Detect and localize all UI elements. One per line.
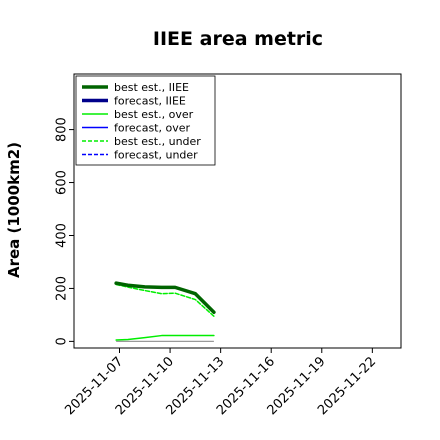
- x-axis: 2025-11-072025-11-102025-11-132025-11-16…: [62, 348, 379, 418]
- series-line-2: [115, 334, 215, 341]
- plot-frame: [73, 73, 402, 349]
- series-line-4: [115, 283, 215, 317]
- chart-title: IIEE area metric: [153, 28, 323, 50]
- legend-label-3: forecast, over: [114, 122, 190, 135]
- y-tick-label: 400: [55, 223, 70, 248]
- legend-label-4: best est., under: [114, 135, 201, 148]
- legend-label-1: forecast, IIEE: [114, 95, 186, 108]
- y-axis: 0 200 400 600 800: [55, 117, 74, 346]
- y-axis-label: Area (1000km2): [5, 142, 23, 278]
- y-tick-label: 0: [55, 337, 70, 345]
- legend-label-2: best est., over: [114, 108, 194, 121]
- legend-label-0: best est., IIEE: [114, 81, 189, 94]
- y-tick-label: 200: [55, 276, 70, 301]
- y-tick-label: 800: [55, 117, 70, 142]
- legend-box: [75, 75, 216, 166]
- series-line-0: [114, 281, 216, 315]
- y-tick-label: 600: [55, 170, 70, 195]
- plot-area: [114, 281, 216, 342]
- legend-label-5: forecast, under: [114, 149, 198, 162]
